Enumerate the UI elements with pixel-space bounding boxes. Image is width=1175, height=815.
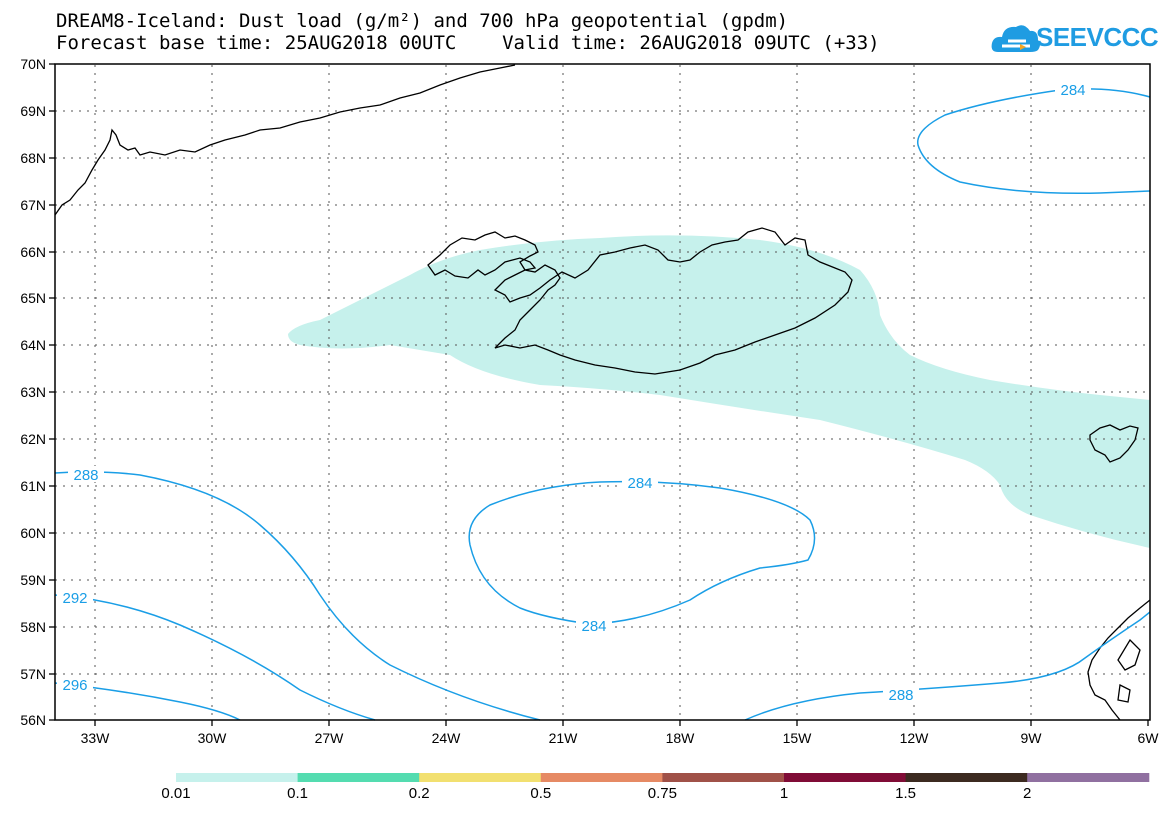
lat-label: 66N xyxy=(20,244,46,260)
colorbar-swatch xyxy=(176,773,299,782)
colorbar-label: 0.5 xyxy=(530,785,551,802)
greenland-coast xyxy=(54,64,516,216)
colorbar-label: 0.1 xyxy=(287,785,308,802)
cloud-icon xyxy=(991,25,1040,52)
axis-ticks xyxy=(49,63,1149,726)
lat-label: 63N xyxy=(20,384,46,400)
colorbar-label: 0.2 xyxy=(409,785,430,802)
colorbar-label: 1 xyxy=(780,785,788,802)
lat-label: 70N xyxy=(20,56,46,72)
graticule xyxy=(55,65,1150,720)
colorbar-label: 1.5 xyxy=(895,785,916,802)
lat-label: 68N xyxy=(20,150,46,166)
colorbar-swatch xyxy=(540,773,663,782)
lon-label: 30W xyxy=(198,730,228,746)
lon-label: 21W xyxy=(549,730,579,746)
lat-label: 61N xyxy=(20,478,46,494)
iceland-coast xyxy=(427,227,853,375)
geopotential-contours xyxy=(54,88,1151,721)
lon-label: 18W xyxy=(666,730,696,746)
contour-284-ne xyxy=(917,88,1151,194)
lat-label: 58N xyxy=(20,619,46,635)
lat-label: 69N xyxy=(20,103,46,119)
lon-label: 24W xyxy=(432,730,462,746)
scotland-coast xyxy=(1087,599,1151,721)
contour-label-284-center-bottom: 284 xyxy=(581,618,606,635)
faroe-coast xyxy=(1089,424,1139,463)
contour-label-284-ne: 284 xyxy=(1060,82,1085,99)
lat-label: 62N xyxy=(20,431,46,447)
colorbar-label: 0.75 xyxy=(648,785,677,802)
colorbar-label: 0.01 xyxy=(161,785,190,802)
map-title: DREAM8-Iceland: Dust load (g/m²) and 700… xyxy=(56,10,789,32)
coastlines xyxy=(54,64,1151,721)
lat-label: 67N xyxy=(20,197,46,213)
colorbar-swatch xyxy=(297,773,420,782)
colorbar-swatch xyxy=(905,773,1028,782)
lat-label: 64N xyxy=(20,337,46,353)
lat-label: 60N xyxy=(20,525,46,541)
contour-label-288-w: 288 xyxy=(73,467,98,484)
lat-label: 59N xyxy=(20,572,46,588)
lat-label: 56N xyxy=(20,712,46,728)
lon-label: 33W xyxy=(81,730,111,746)
colorbar-swatch xyxy=(1027,773,1150,782)
map-subtitle: Forecast base time: 25AUG2018 00UTC Vali… xyxy=(56,32,880,54)
lon-label: 15W xyxy=(783,730,813,746)
contour-label-296-w: 296 xyxy=(62,677,87,694)
lat-label: 65N xyxy=(20,290,46,306)
colorbar: 0.01 0.1 0.2 0.5 0.75 1 1.5 2 xyxy=(161,773,1150,802)
contour-label-292-w: 292 xyxy=(62,590,87,607)
logo-text: SEEVCCC xyxy=(1036,22,1159,52)
colorbar-swatch xyxy=(419,773,542,782)
contour-label-284-center-top: 284 xyxy=(627,475,652,492)
contour-292-w xyxy=(54,594,376,721)
colorbar-swatch xyxy=(784,773,907,782)
lon-label: 12W xyxy=(900,730,930,746)
contour-label-288-se: 288 xyxy=(888,687,913,704)
lon-label: 6W xyxy=(1138,730,1160,746)
lon-label: 27W xyxy=(315,730,345,746)
contour-288-w xyxy=(54,471,541,721)
lat-label: 57N xyxy=(20,666,46,682)
lon-label: 9W xyxy=(1021,730,1043,746)
colorbar-swatch xyxy=(662,773,785,782)
colorbar-label: 2 xyxy=(1023,785,1031,802)
contour-288-se xyxy=(744,611,1151,721)
contour-284-center xyxy=(468,480,816,625)
